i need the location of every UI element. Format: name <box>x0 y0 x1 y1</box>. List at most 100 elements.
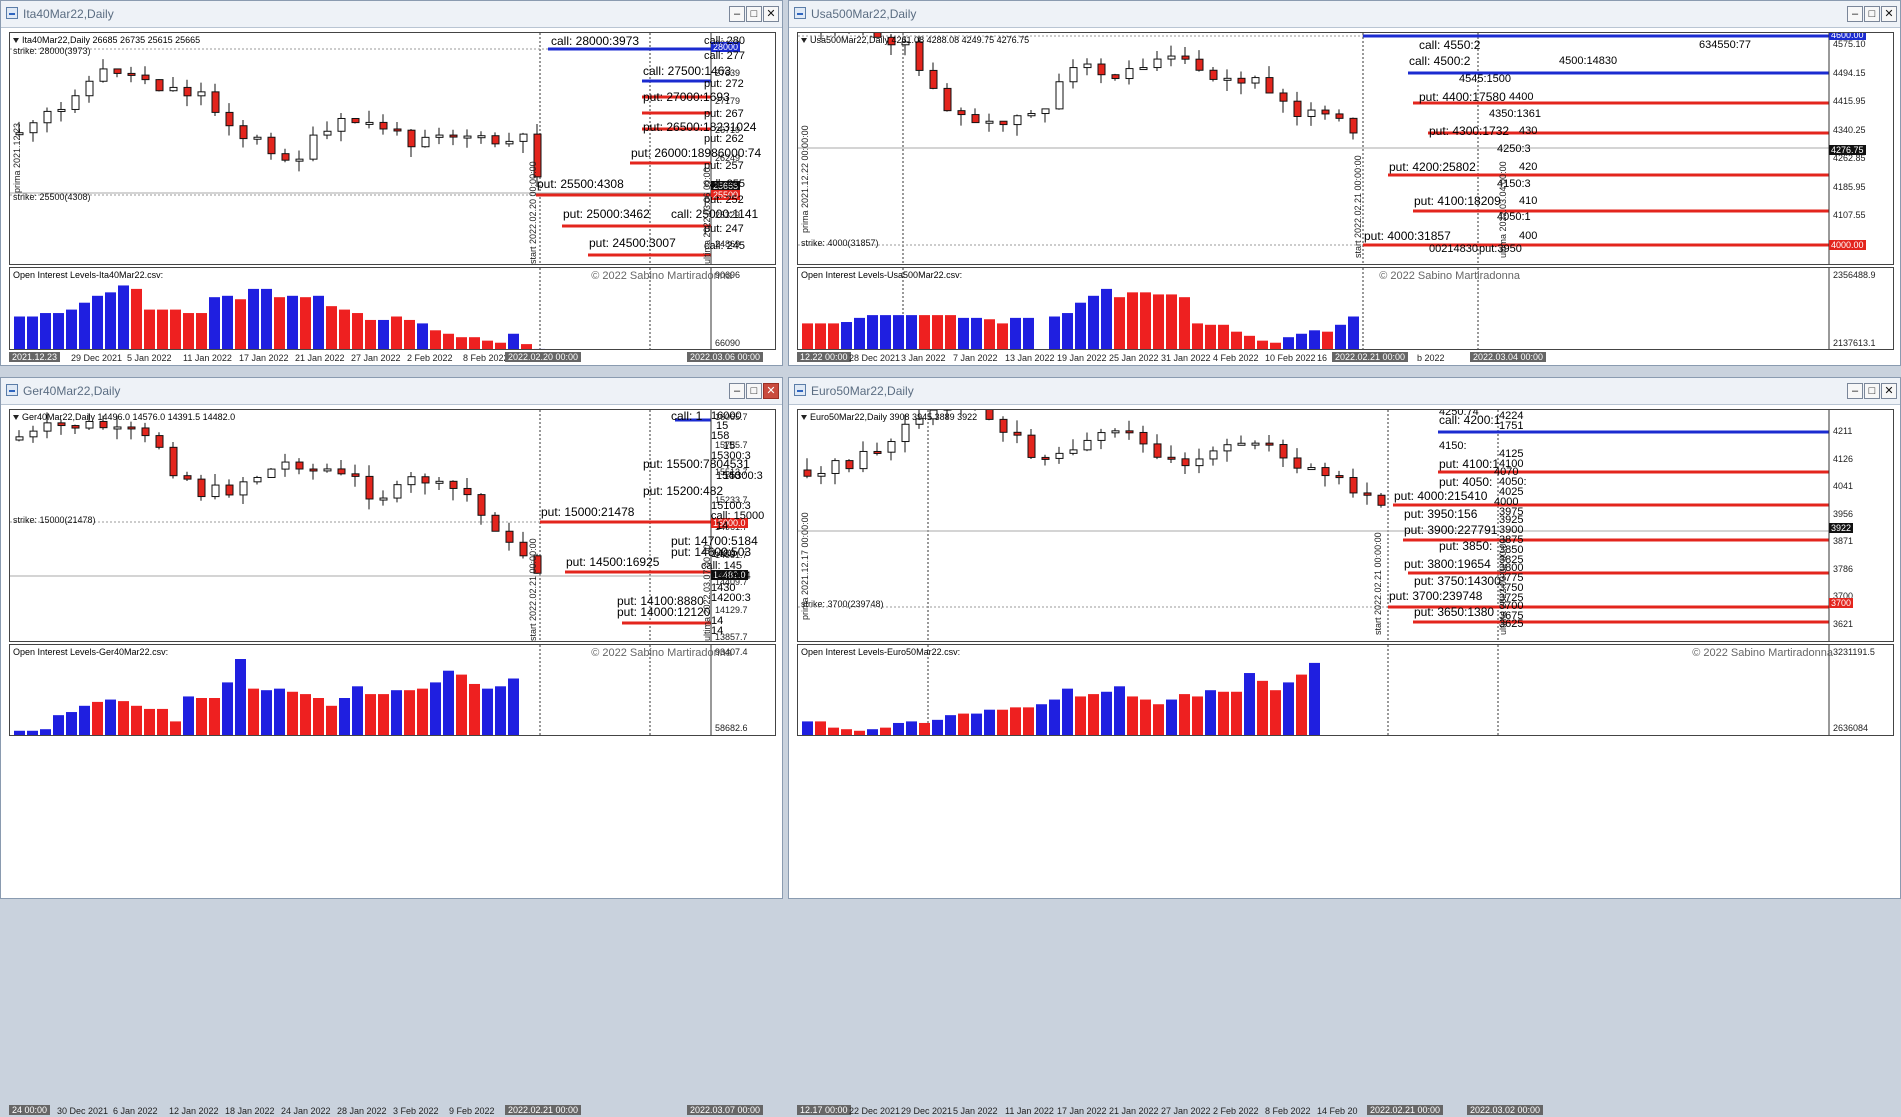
chart-header: Ger40Mar22,Daily 14496.0 14576.0 14391.5… <box>13 412 235 422</box>
oi-bar <box>261 289 272 350</box>
candle-body <box>1294 458 1301 468</box>
option-level-tag: call: 28000:3973 <box>550 35 640 48</box>
titlebar[interactable]: Usa500Mar22,Daily – □ ✕ <box>789 1 1900 28</box>
close-button[interactable]: ✕ <box>763 6 779 22</box>
oi-bar <box>378 320 389 350</box>
option-level-tag: 634550:77 <box>1698 39 1752 52</box>
chart-window-ger[interactable]: Ger40Mar22,Daily – □ ✕ Ger40Mar22,Daily … <box>0 377 783 899</box>
option-level-tag: put: 3650:1380 <box>1413 606 1495 619</box>
vertical-date-label: prima 2021.12.23 <box>12 123 22 193</box>
minimize-button[interactable]: – <box>729 383 745 399</box>
oi-bar <box>196 313 207 350</box>
copyright: © 2022 Sabino Martiradonna <box>591 270 732 282</box>
maximize-button[interactable]: □ <box>1864 383 1880 399</box>
chart-window-icon <box>6 7 18 19</box>
chart-window-euro[interactable]: Euro50Mar22,Daily – □ ✕ Euro50Mar22,Dail… <box>788 377 1901 899</box>
chart-window-usa[interactable]: Usa500Mar22,Daily – □ ✕ Usa500Mar22,Dail… <box>788 0 1901 366</box>
minimize-button[interactable]: – <box>1847 6 1863 22</box>
price-chart[interactable]: Usa500Mar22,Daily 4261.08 4288.08 4249.7… <box>797 32 1894 265</box>
date-axis-label: 16 <box>1317 353 1327 363</box>
candle-body <box>184 87 191 95</box>
maximize-button[interactable]: □ <box>1864 6 1880 22</box>
oi-bar <box>456 337 467 350</box>
candle-body <box>58 423 65 426</box>
titlebar[interactable]: Euro50Mar22,Daily – □ ✕ <box>789 378 1900 405</box>
close-button[interactable]: ✕ <box>1881 383 1897 399</box>
date-axis-label: 17 Jan 2022 <box>239 353 289 363</box>
candle-body <box>1266 443 1273 445</box>
oi-bar <box>815 721 826 736</box>
candle-body <box>156 436 163 448</box>
vertical-date-label: start 2022.02.21 00:00:00 <box>528 538 538 641</box>
option-level-tag: put: 27000:1693 <box>642 91 731 104</box>
candle-body <box>1154 444 1161 457</box>
open-interest-panel[interactable]: Open Interest Levels-Usa500Mar22.csv: © … <box>797 267 1894 350</box>
chart-window-icon <box>794 384 806 396</box>
dropdown-triangle-icon <box>801 38 807 43</box>
price-chart[interactable]: Ger40Mar22,Daily 14496.0 14576.0 14391.5… <box>9 409 776 642</box>
oi-bar <box>984 710 995 736</box>
minimize-button[interactable]: – <box>1847 383 1863 399</box>
oi-bar <box>893 315 904 350</box>
oi-bar <box>170 721 181 736</box>
oi-bar <box>365 320 376 350</box>
candle-body <box>1000 121 1007 124</box>
oi-bar <box>1140 700 1151 736</box>
oi-bar <box>404 690 415 736</box>
oi-bar <box>867 729 878 736</box>
option-level-tag: put: 3850: <box>1438 540 1493 553</box>
oi-bar <box>1075 696 1086 736</box>
candle-body <box>902 424 909 441</box>
dropdown-triangle-icon <box>13 415 19 420</box>
option-level-tag: call: 4500:2 <box>1408 55 1471 68</box>
price-axis-label: 3621 <box>1833 619 1853 629</box>
candle-body <box>310 469 317 471</box>
oi-bar <box>1192 696 1203 736</box>
titlebar[interactable]: Ger40Mar22,Daily – □ ✕ <box>1 378 782 405</box>
option-level-tag: 4500:14830 <box>1558 55 1618 68</box>
candle-body <box>1126 69 1133 79</box>
close-button[interactable]: ✕ <box>1881 6 1897 22</box>
candle-body <box>1070 450 1077 454</box>
open-interest-panel[interactable]: Open Interest Levels-Ita40Mar22.csv: © 2… <box>9 267 776 350</box>
oi-bar <box>1309 663 1320 736</box>
titlebar[interactable]: Ita40Mar22,Daily – □ ✕ <box>1 1 782 28</box>
date-axis-label: 28 Dec 2021 <box>849 353 900 363</box>
oi-max-label: 93407.4 <box>715 647 748 657</box>
oi-bar <box>1322 332 1333 350</box>
oi-bar <box>893 723 904 736</box>
oi-bar <box>14 317 25 351</box>
option-level-tag: 00214830 <box>1428 243 1479 256</box>
option-level-tag: 15300:3 <box>710 450 752 463</box>
current-price-tag: 4276.75 <box>1829 145 1866 155</box>
date-end-label: 2022.03.04 00:00 <box>1470 352 1546 362</box>
candle-body <box>1140 432 1147 443</box>
oi-min-label: 66090 <box>715 338 740 348</box>
oi-bar <box>40 729 51 736</box>
maximize-button[interactable]: □ <box>746 383 762 399</box>
oi-bar <box>482 689 493 736</box>
candle-body <box>394 485 401 498</box>
close-button[interactable]: ✕ <box>763 383 779 399</box>
date-axis-label: 6 Jan 2022 <box>113 1106 158 1116</box>
candle-body <box>492 515 499 531</box>
chart-window-ita[interactable]: Ita40Mar22,Daily – □ ✕ Ita40Mar22,Daily … <box>0 0 783 366</box>
date-axis-label: 5 Jan 2022 <box>127 353 172 363</box>
date-start-label: 2021.12.23 <box>9 352 60 362</box>
option-level-tag: 14 <box>715 520 729 533</box>
candle-body <box>450 135 457 137</box>
option-level-tag: put: 4000:31857 <box>1363 230 1452 243</box>
oi-bar <box>352 686 363 736</box>
maximize-button[interactable]: □ <box>746 6 762 22</box>
candle-body <box>478 495 485 516</box>
candle-body <box>1350 118 1357 133</box>
open-interest-panel[interactable]: Open Interest Levels-Ger40Mar22.csv: © 2… <box>9 644 776 736</box>
price-chart[interactable]: Euro50Mar22,Daily 3908 3945 3889 3922 st… <box>797 409 1894 642</box>
price-chart[interactable]: Ita40Mar22,Daily 26685 26735 25615 25665… <box>9 32 776 265</box>
oi-bar <box>66 712 77 736</box>
open-interest-panel[interactable]: Open Interest Levels-Euro50Mar22.csv: © … <box>797 644 1894 736</box>
minimize-button[interactable]: – <box>729 6 745 22</box>
price-axis-label: 14129.7 <box>715 605 748 615</box>
oi-bar <box>287 692 298 736</box>
option-level-tag: call: 25000:1141 <box>670 208 759 221</box>
